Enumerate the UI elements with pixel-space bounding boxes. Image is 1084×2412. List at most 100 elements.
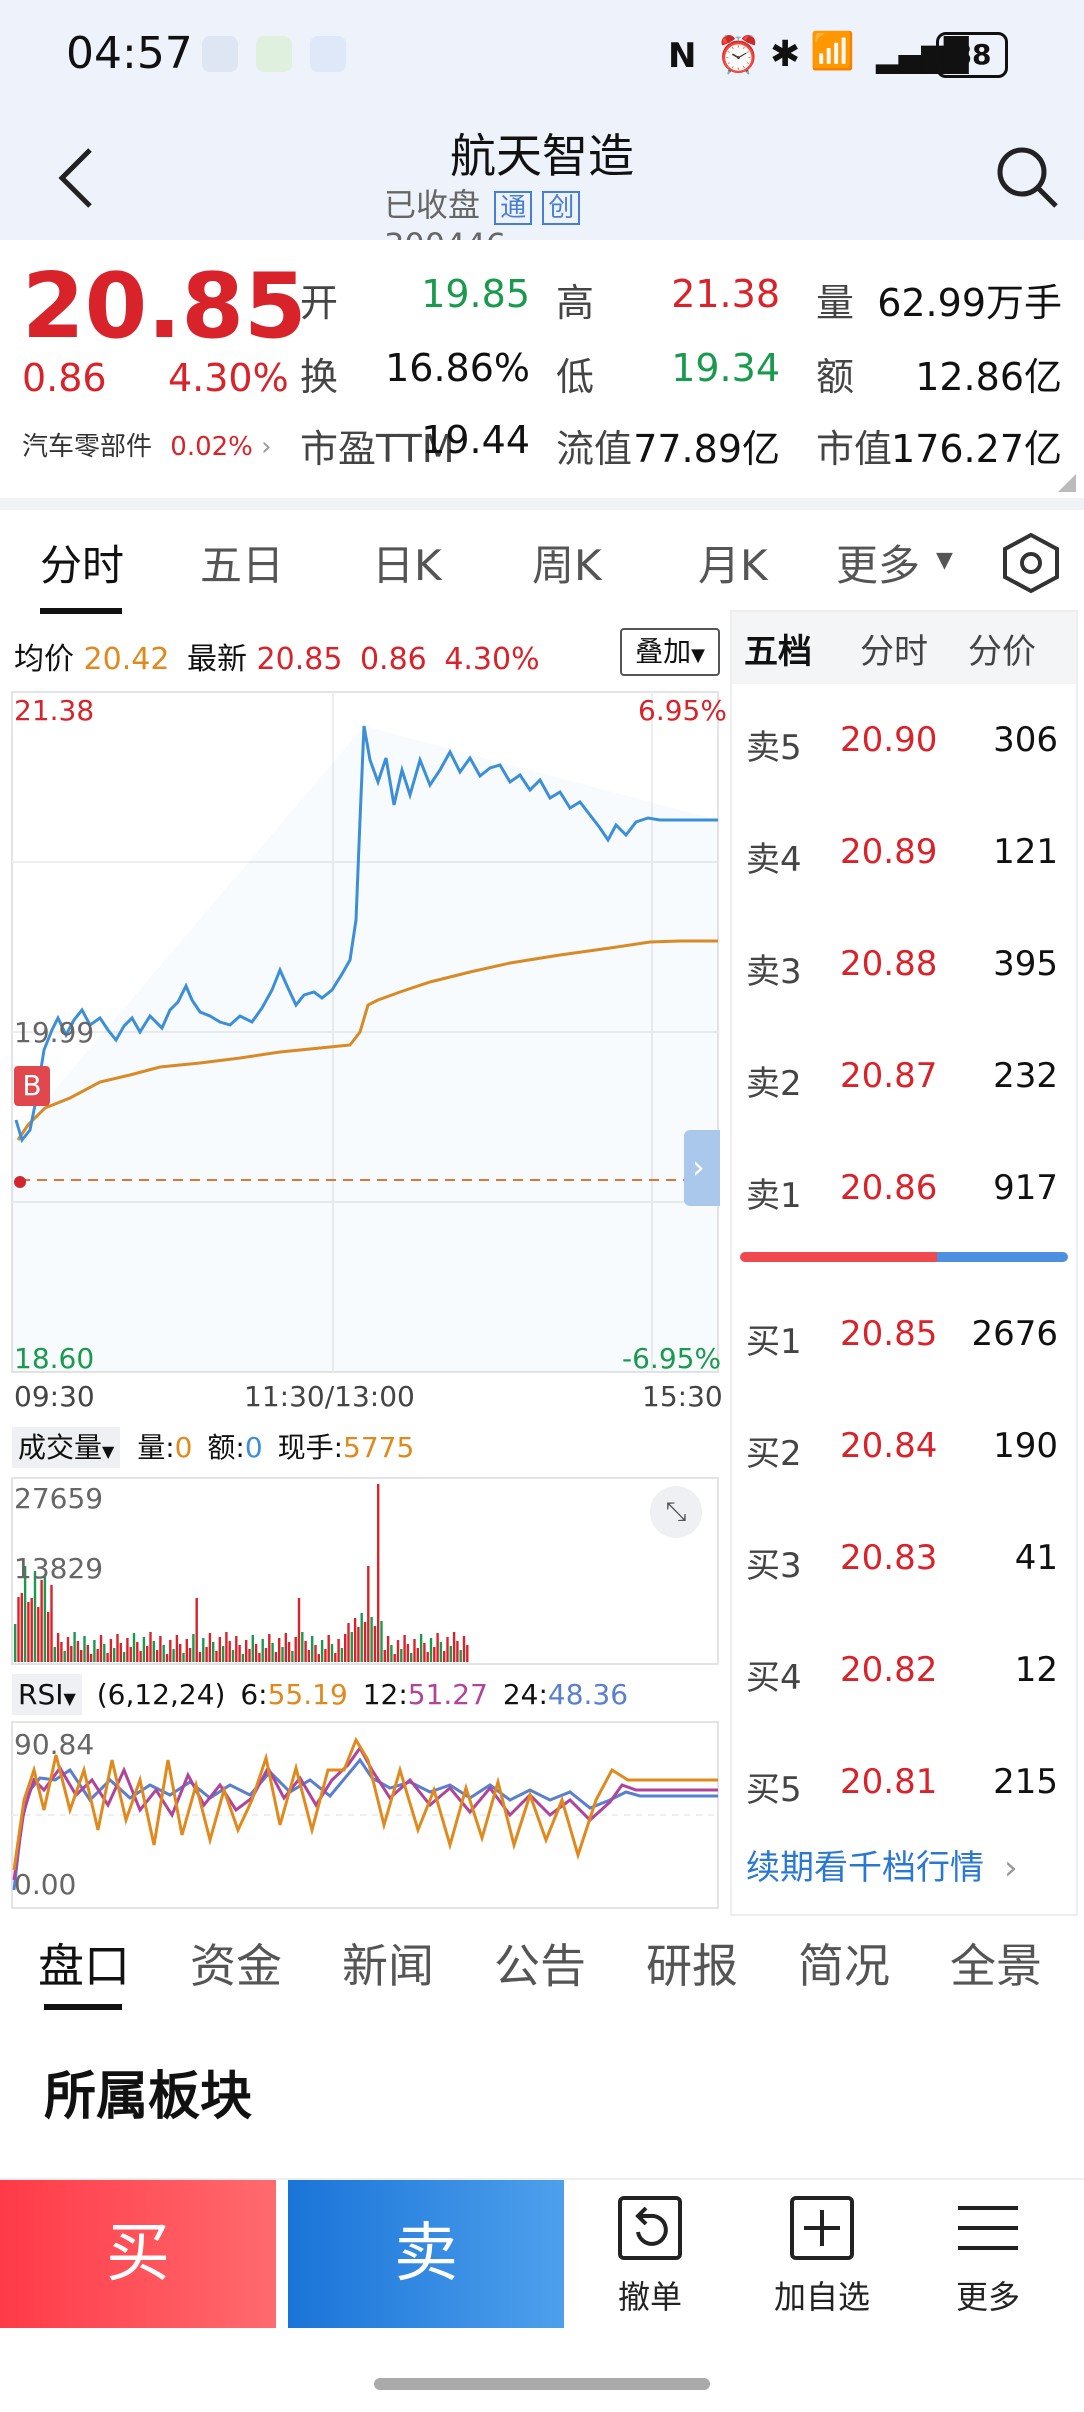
volume-bar [225,1632,228,1662]
chart-tab[interactable]: 周K [532,541,602,590]
chart-tab[interactable]: 日K [372,541,442,590]
chart-tab[interactable]: 五日 [200,541,285,590]
volume-bar [433,1647,436,1662]
volume-bar [426,1652,429,1662]
volume-bar [264,1648,268,1662]
volume-bar [198,1652,202,1662]
volume-bar [116,1634,119,1662]
volume-bar [113,1648,116,1662]
volume-bar [37,1607,40,1662]
chevron-right-icon: › [261,432,272,462]
settings-hexagon-icon[interactable] [1000,532,1062,594]
volume-bar [373,1626,377,1662]
x-end-label: 15:30 [642,1380,723,1413]
buy-marker[interactable]: B [14,1066,50,1106]
signal-icon: ▂▄▆█ [876,36,968,74]
plus-square-icon [790,2196,854,2260]
latest-pct: 4.30% [444,642,540,677]
add-watchlist-button[interactable]: 加自选 [752,2192,892,2318]
corner-expand-icon[interactable] [1058,474,1076,492]
vol-mid-label: 13829 [14,1552,104,1585]
thousand-depth-link[interactable]: 续期看千档行情 › [746,1840,1018,1889]
detail-tab[interactable]: 全景 [950,1939,1042,1993]
chart-tab[interactable]: 月K [698,541,768,590]
action-bar: 买 卖 撤单 加自选 更多 [0,2178,1084,2332]
latest-change: 0.86 [359,642,427,677]
add-watchlist-label: 加自选 [773,2278,870,2316]
volume-bar [241,1654,245,1662]
stat-label: 高 [556,281,595,325]
cancel-order-button[interactable]: 撤单 [580,2192,720,2318]
rsi-dropdown[interactable]: RSI▼ [12,1674,82,1715]
sector-link[interactable]: 汽车零部件 0.02% › [22,426,272,463]
volume-bar [396,1640,400,1662]
volume-bar [268,1634,271,1662]
volume-bar [40,1580,43,1662]
orderbook-level-volume: 190 [993,1426,1058,1466]
volume-bar [76,1641,80,1662]
sell-button[interactable]: 卖 [288,2180,564,2328]
volume-bar [235,1636,238,1662]
more-menu-button[interactable]: 更多 [918,2192,1058,2318]
amt-label: 额: [207,1431,245,1464]
back-arrow-icon[interactable] [56,146,96,210]
battery-indicator: 88 [936,32,1008,78]
volume-bar [165,1654,169,1662]
volume-bar [212,1642,215,1662]
volume-bar [172,1649,175,1662]
orderbook-level-label: 买3 [746,1546,802,1586]
fullscreen-icon[interactable]: ⤡ [650,1486,702,1538]
orderbook-tab[interactable]: 分价 [968,632,1036,672]
x-mid-label: 11:30/13:00 [244,1380,415,1413]
orderbook-level-label: 买2 [746,1434,802,1474]
detail-tab[interactable]: 盘口 [38,1939,130,1993]
orderbook-tab[interactable]: 五档 [744,632,812,672]
cur-value: 5775 [343,1431,415,1464]
rsi6-value: 55.19 [267,1678,348,1711]
status-time: 04:57 [66,28,193,79]
volume-bar [297,1598,301,1662]
detail-tab[interactable]: 新闻 [342,1939,434,1993]
volume-bar [370,1617,373,1662]
quote-panel: 20.85 0.86 4.30% 汽车零部件 0.02% › 开 19.85 高 21… [0,240,1084,498]
avg-price-line [16,939,718,1141]
volume-bar [353,1618,357,1662]
price-change-pct: 4.30% [168,356,289,400]
volume-bar [238,1645,241,1662]
wechat-icon [256,36,292,72]
search-icon[interactable] [996,146,1060,210]
chart-tab[interactable]: 分时 [40,541,125,590]
chart-tab[interactable]: 更多 [836,541,921,590]
stat-value: 19.85 [421,272,530,316]
expand-side-button[interactable]: › [684,1130,720,1206]
volume-bar [261,1639,264,1662]
overlay-dropdown[interactable]: 叠加▼ [620,628,720,676]
vol-value: 0 [174,1431,193,1464]
prev-close-dot [14,1176,26,1188]
buy-button[interactable]: 买 [0,2180,276,2328]
rsi24-label: 24: [502,1678,548,1711]
volume-bar [377,1484,380,1662]
volume-bar [96,1649,99,1662]
volume-bar [43,1576,47,1662]
detail-tab[interactable]: 研报 [646,1939,738,1993]
y-high-label: 21.38 [14,694,95,727]
detail-tab[interactable]: 公告 [494,1939,586,1993]
vol-max-label: 27659 [14,1482,104,1515]
detail-tab[interactable]: 资金 [190,1939,282,1993]
volume-dropdown[interactable]: 成交量▼ [12,1427,121,1468]
orderbook-level-price: 20.84 [840,1426,938,1466]
orderbook-level-price: 20.88 [840,944,938,984]
orderbook-tab[interactable]: 分时 [860,632,928,672]
volume-bar [83,1636,86,1662]
volume-bar [17,1597,20,1662]
volume-bar [390,1645,393,1662]
status-bar: 04:57 N ⏰ ✱ 📶 ▂▄▆█ 88 [0,0,1084,110]
volume-bar [413,1639,416,1662]
orderbook-level-price: 20.82 [840,1650,938,1690]
volume-bar [245,1640,248,1662]
volume-bar [367,1566,370,1662]
volume-bar [185,1639,188,1662]
orderbook-level-volume: 395 [993,944,1058,984]
detail-tab[interactable]: 简况 [798,1939,890,1993]
